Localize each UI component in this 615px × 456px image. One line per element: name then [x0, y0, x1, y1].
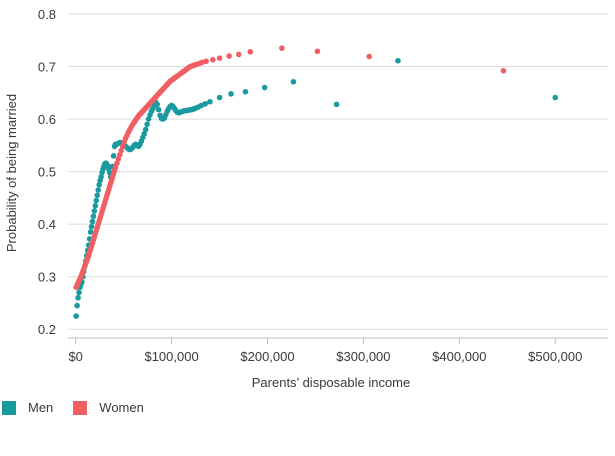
y-tick-labels: 0.2 0.3 0.4 0.5 0.6 0.7 0.8	[38, 7, 56, 337]
women-point	[119, 143, 126, 150]
men-point	[87, 229, 94, 235]
women-point	[112, 164, 119, 171]
men-point	[228, 91, 234, 97]
women-point	[314, 48, 321, 55]
men-point	[94, 192, 101, 199]
legend-swatch-women	[73, 400, 88, 415]
women-point	[366, 53, 372, 60]
y-tick-label: 0.2	[38, 322, 56, 337]
y-tick-label: 0.8	[38, 7, 56, 22]
men-point	[144, 121, 150, 128]
y-tick-label: 0.3	[38, 270, 56, 285]
legend-swatch-men	[2, 400, 16, 415]
men-point	[142, 126, 149, 133]
men-point	[75, 294, 81, 301]
men-point	[154, 101, 160, 108]
x-tick-label: $500,000	[528, 349, 582, 364]
men-point	[93, 197, 100, 204]
x-tick-label: $100,000	[144, 349, 198, 364]
legend-item-men: Men	[2, 400, 53, 415]
y-tick-label: 0.7	[38, 60, 56, 75]
men-point	[207, 98, 213, 105]
gridlines	[68, 13, 608, 330]
men-point	[96, 181, 102, 188]
women-point	[247, 49, 254, 55]
women-point	[210, 56, 216, 63]
men-point	[92, 202, 99, 209]
y-tick-label: 0.6	[38, 112, 56, 127]
women-point	[235, 51, 242, 58]
men-point	[98, 174, 104, 180]
legend-label-men: Men	[28, 400, 54, 415]
x-tick-label: $0	[68, 349, 82, 364]
x-tick-labels: $0 $100,000 $200,000 $300,000 $400,000 $500,0…	[68, 338, 582, 364]
x-tick-label: $400,000	[432, 349, 486, 364]
women-point	[226, 53, 232, 59]
men-point	[110, 153, 117, 159]
women-point	[114, 160, 120, 167]
men-point	[395, 57, 401, 64]
men-point	[155, 106, 162, 113]
women-point	[116, 152, 123, 158]
y-axis-title: Probability of being married	[4, 94, 19, 252]
men-point	[95, 187, 102, 193]
legend-label-women: Women	[99, 400, 144, 415]
men-point	[242, 88, 249, 95]
men-point	[89, 218, 96, 225]
men-point	[74, 302, 80, 309]
men-point	[90, 213, 97, 220]
women-point	[279, 45, 285, 51]
men-point	[91, 208, 98, 214]
women-series	[73, 45, 507, 291]
women-point	[216, 55, 223, 61]
men-point	[216, 94, 223, 101]
men-point	[333, 101, 340, 108]
men-series	[73, 57, 559, 319]
legend-item-women: Women	[73, 400, 144, 415]
men-point	[76, 289, 82, 296]
men-point	[145, 116, 152, 122]
legend: Men Women	[2, 400, 164, 415]
women-point	[203, 58, 209, 65]
y-tick-label: 0.5	[38, 165, 56, 180]
men-point	[141, 130, 148, 137]
men-point	[73, 313, 79, 319]
x-tick-label: $200,000	[240, 349, 294, 364]
men-point	[552, 94, 559, 101]
x-axis-title: Parents’ disposable income	[252, 375, 411, 390]
men-point	[290, 78, 297, 85]
women-point	[118, 147, 125, 154]
women-point	[500, 67, 507, 74]
men-point	[88, 223, 95, 230]
men-point	[261, 84, 268, 91]
x-tick-label: $300,000	[336, 349, 390, 364]
y-tick-label: 0.4	[38, 217, 56, 232]
women-point	[115, 156, 122, 162]
men-point	[202, 101, 208, 107]
